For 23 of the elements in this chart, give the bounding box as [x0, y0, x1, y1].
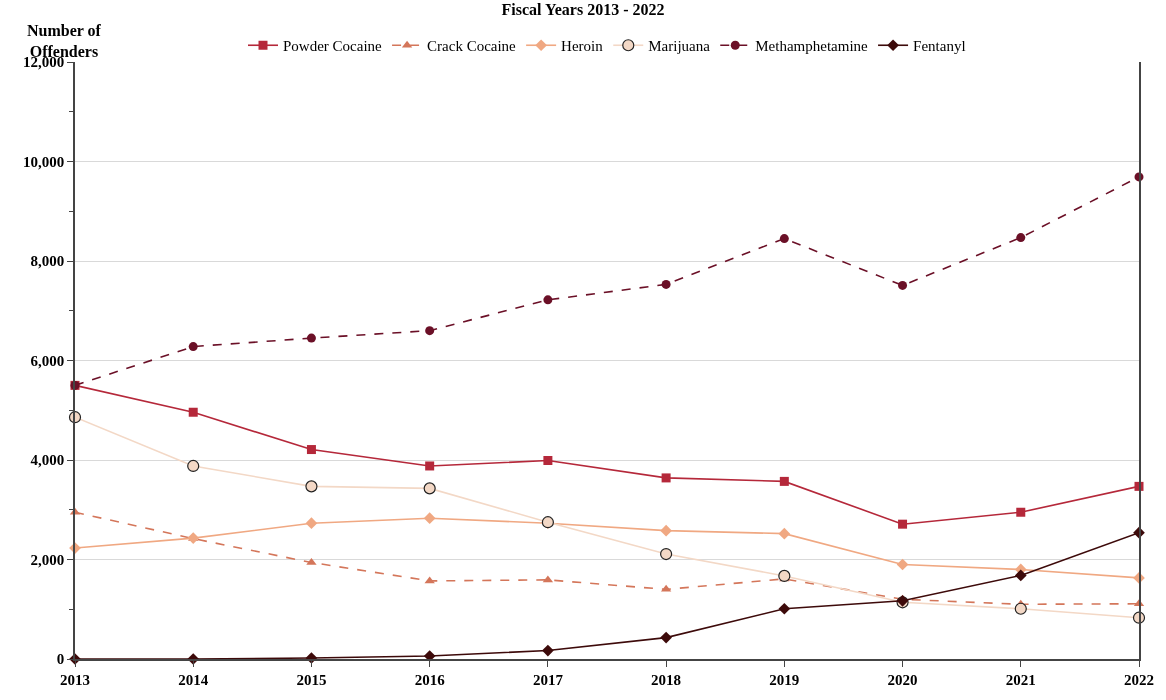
x-tick-label: 2016	[414, 671, 446, 688]
legend-label: Powder Cocaine	[283, 38, 383, 55]
legend-label: Crack Cocaine	[427, 38, 517, 55]
legend-label: Marijuana	[648, 38, 711, 55]
y-tick-label: 4,000	[30, 452, 65, 469]
y-tick-label: 10,000	[23, 153, 65, 170]
x-tick-label: 2018	[651, 671, 682, 688]
legend-label: Methamphetamine	[755, 38, 869, 55]
x-tick-label: 2015	[296, 671, 327, 688]
x-tick-label: 2020	[887, 671, 918, 688]
x-tick-label: 2014	[178, 671, 209, 688]
x-tick-label: 2022	[1124, 671, 1154, 688]
x-tick-label: 2021	[1005, 671, 1036, 688]
x-tick-label: 2013	[60, 671, 90, 688]
x-tick-label: 2019	[769, 671, 800, 688]
y-tick-label: 2,000	[30, 551, 65, 568]
y-tick-label: 8,000	[30, 253, 65, 270]
legend-label: Fentanyl	[913, 38, 966, 55]
chart-title: Fiscal Years 2013 - 2022	[501, 0, 665, 18]
x-tick-label: 2017	[532, 671, 564, 688]
y-tick-label: 0	[56, 651, 65, 668]
legend-label: Heroin	[561, 38, 604, 55]
y-tick-label: 6,000	[30, 352, 65, 369]
